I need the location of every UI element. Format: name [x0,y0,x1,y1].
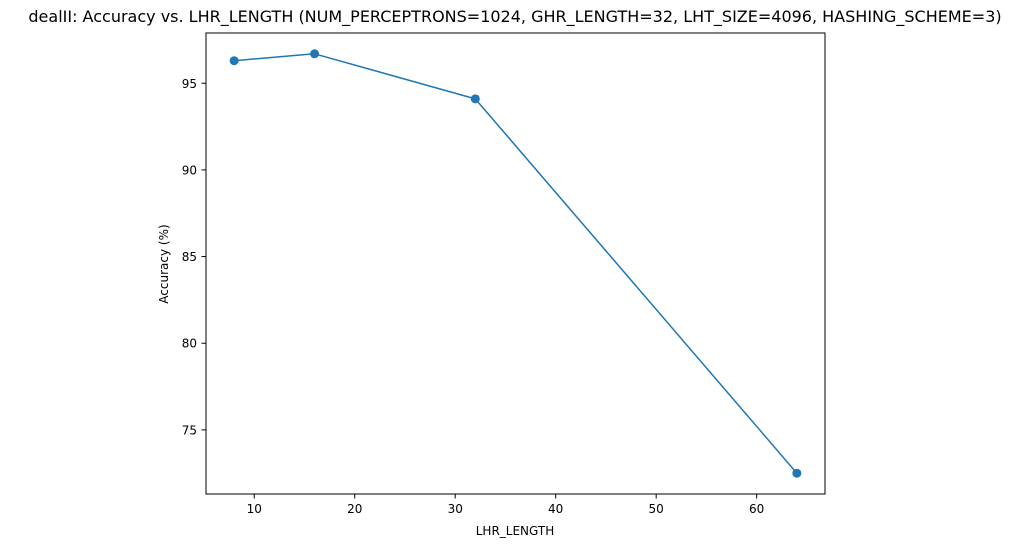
axes-frame [205,32,826,495]
chart-title: dealII: Accuracy vs. LHR_LENGTH (NUM_PER… [28,7,1001,27]
plot-area [229,49,802,478]
y-tick-label: 75 [182,423,197,437]
y-tick-label: 85 [182,250,197,264]
x-tick-label: 30 [448,502,463,516]
axes: 10 20 30 40 50 60 75 80 85 90 95 [182,32,826,516]
x-tick-label: 60 [749,502,764,516]
y-tick-label: 80 [182,337,197,351]
x-axis-label: LHR_LENGTH [476,524,555,538]
data-point [792,468,802,478]
x-tick-label: 50 [649,502,664,516]
y-axis-label: Accuracy (%) [157,224,171,303]
data-point [470,94,480,104]
y-tick-label: 95 [182,77,197,91]
x-tick-label: 40 [548,502,563,516]
series-line [233,53,798,474]
x-tick-label: 10 [247,502,262,516]
x-tick-label: 20 [347,502,362,516]
data-point [310,49,320,59]
data-point [229,56,239,66]
y-tick-label: 90 [182,163,197,177]
